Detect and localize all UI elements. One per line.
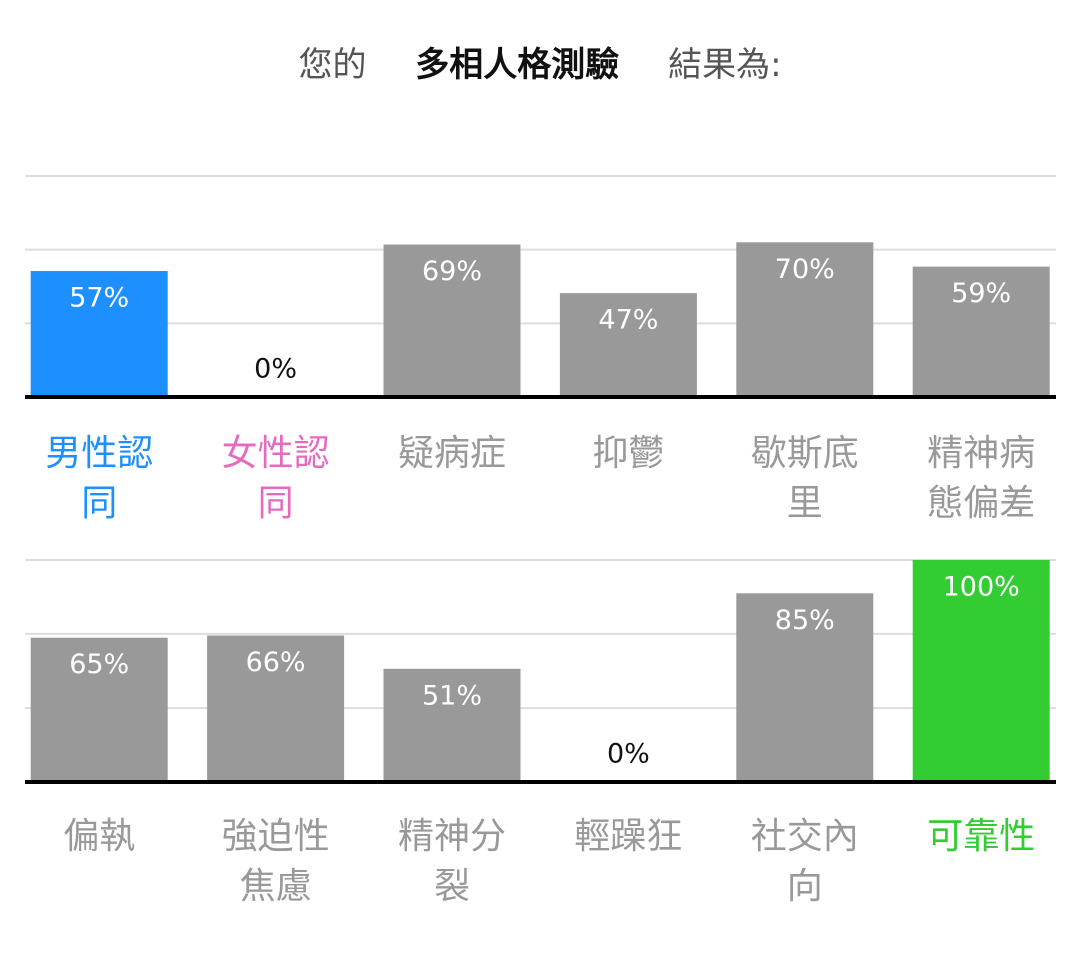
label-line: 向: [787, 866, 823, 907]
bar: [207, 635, 345, 782]
x-tick-label: 歇斯底里: [751, 433, 859, 524]
value-label: 65%: [69, 649, 129, 680]
value-label: 69%: [422, 256, 482, 287]
bar: [30, 637, 168, 782]
label-line: 輕躁狂: [574, 816, 682, 857]
x-tick-label: 可靠性: [927, 816, 1035, 857]
value-label: 100%: [943, 572, 1020, 603]
label-line: 裂: [434, 866, 470, 907]
title-part: 您的: [298, 45, 366, 85]
title-part: 結果為:: [668, 45, 781, 85]
x-tick-label: 強迫性焦慮: [222, 816, 330, 907]
x-tick-label: 疑病症: [398, 433, 506, 474]
x-tick-label: 社交內向: [751, 816, 859, 907]
bar: [559, 293, 697, 397]
x-tick-label: 精神病態偏差: [927, 433, 1035, 524]
x-tick-label: 男性認同: [45, 433, 153, 524]
x-tick-label: 輕躁狂: [574, 816, 682, 857]
bar: [30, 271, 168, 397]
bar: [383, 668, 521, 782]
label-line: 可靠性: [927, 816, 1035, 857]
label-line: 疑病症: [398, 433, 506, 474]
label-line: 焦慮: [240, 866, 312, 907]
label-line: 歇斯底: [751, 433, 859, 474]
value-label: 70%: [775, 254, 835, 285]
value-label: 51%: [422, 680, 482, 711]
label-line: 男性認: [45, 433, 153, 474]
label-line: 精神病: [927, 433, 1035, 474]
bar: [912, 560, 1050, 782]
value-label: 0%: [254, 354, 297, 385]
label-line: 里: [787, 483, 823, 524]
title-part: 多相人格測驗: [415, 45, 619, 85]
label-line: 女性認: [222, 433, 330, 474]
label-line: 強迫性: [222, 816, 330, 857]
x-tick-label: 偏執: [63, 816, 135, 857]
label-line: 態偏差: [927, 483, 1035, 524]
value-label: 59%: [951, 278, 1011, 309]
label-line: 社交內: [751, 816, 859, 857]
label-line: 同: [258, 483, 294, 524]
bar: [383, 244, 521, 397]
bar: [912, 266, 1050, 397]
label-line: 同: [81, 483, 117, 524]
value-label: 0%: [607, 739, 650, 770]
x-tick-label: 精神分裂: [398, 816, 506, 907]
value-label: 85%: [775, 605, 835, 636]
x-tick-label: 抑鬱: [592, 433, 664, 474]
value-label: 47%: [598, 305, 658, 336]
label-line: 偏執: [63, 816, 135, 857]
value-label: 66%: [246, 647, 306, 678]
value-label: 57%: [69, 283, 129, 314]
label-line: 精神分: [398, 816, 506, 857]
page-title: 您的 多相人格測驗 結果為:: [298, 45, 781, 85]
bar: [736, 593, 874, 782]
label-line: 抑鬱: [592, 433, 664, 474]
x-tick-label: 女性認同: [222, 433, 330, 524]
bar: [736, 242, 874, 397]
